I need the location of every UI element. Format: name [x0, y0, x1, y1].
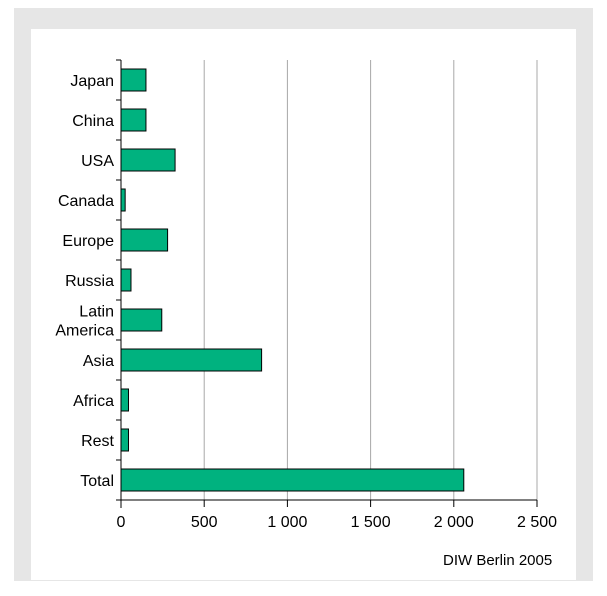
tick-labels: 0 500 1 000 1 500 2 000 2 500: [117, 514, 558, 531]
x-tick-label-2000: 2 000: [434, 514, 474, 531]
gridlines: [203, 60, 538, 500]
bar-russia: [120, 268, 132, 292]
x-tick-label-500: 500: [191, 514, 218, 531]
category-label-total: Total: [80, 473, 114, 490]
bar-usa: [120, 148, 176, 172]
category-label-europe: Europe: [62, 233, 114, 250]
category-label-china: China: [72, 113, 114, 130]
x-tick-label-0: 0: [117, 514, 126, 531]
bar-japan: [120, 68, 147, 92]
bar-asia: [120, 348, 263, 372]
category-label-canada: Canada: [58, 193, 114, 210]
category-label-japan: Japan: [70, 73, 114, 90]
source-credit: DIW Berlin 2005: [443, 552, 553, 569]
x-tick-label-2500: 2 500: [517, 514, 557, 531]
bar-latin-america: [120, 308, 163, 332]
x-tick-label-1000: 1 000: [267, 514, 307, 531]
category-label-africa: Africa: [73, 393, 114, 410]
bar-rest: [120, 428, 129, 452]
bar-total: [120, 468, 465, 492]
category-label-russia: Russia: [65, 273, 114, 290]
x-tick-label-1500: 1 500: [351, 514, 391, 531]
bar-china: [120, 108, 147, 132]
category-label-latin-america: Latin America: [55, 304, 114, 340]
axes: [116, 59, 538, 508]
bar-africa: [120, 388, 129, 412]
bar-europe: [120, 228, 169, 252]
category-label-rest: Rest: [81, 433, 114, 450]
category-labels: Japan China USA Canada Europe Russia Latin Amer…: [55, 73, 114, 490]
bars: [120, 68, 465, 492]
category-label-asia: Asia: [83, 353, 114, 370]
bar-canada: [120, 188, 126, 212]
category-label-usa: USA: [81, 153, 114, 170]
